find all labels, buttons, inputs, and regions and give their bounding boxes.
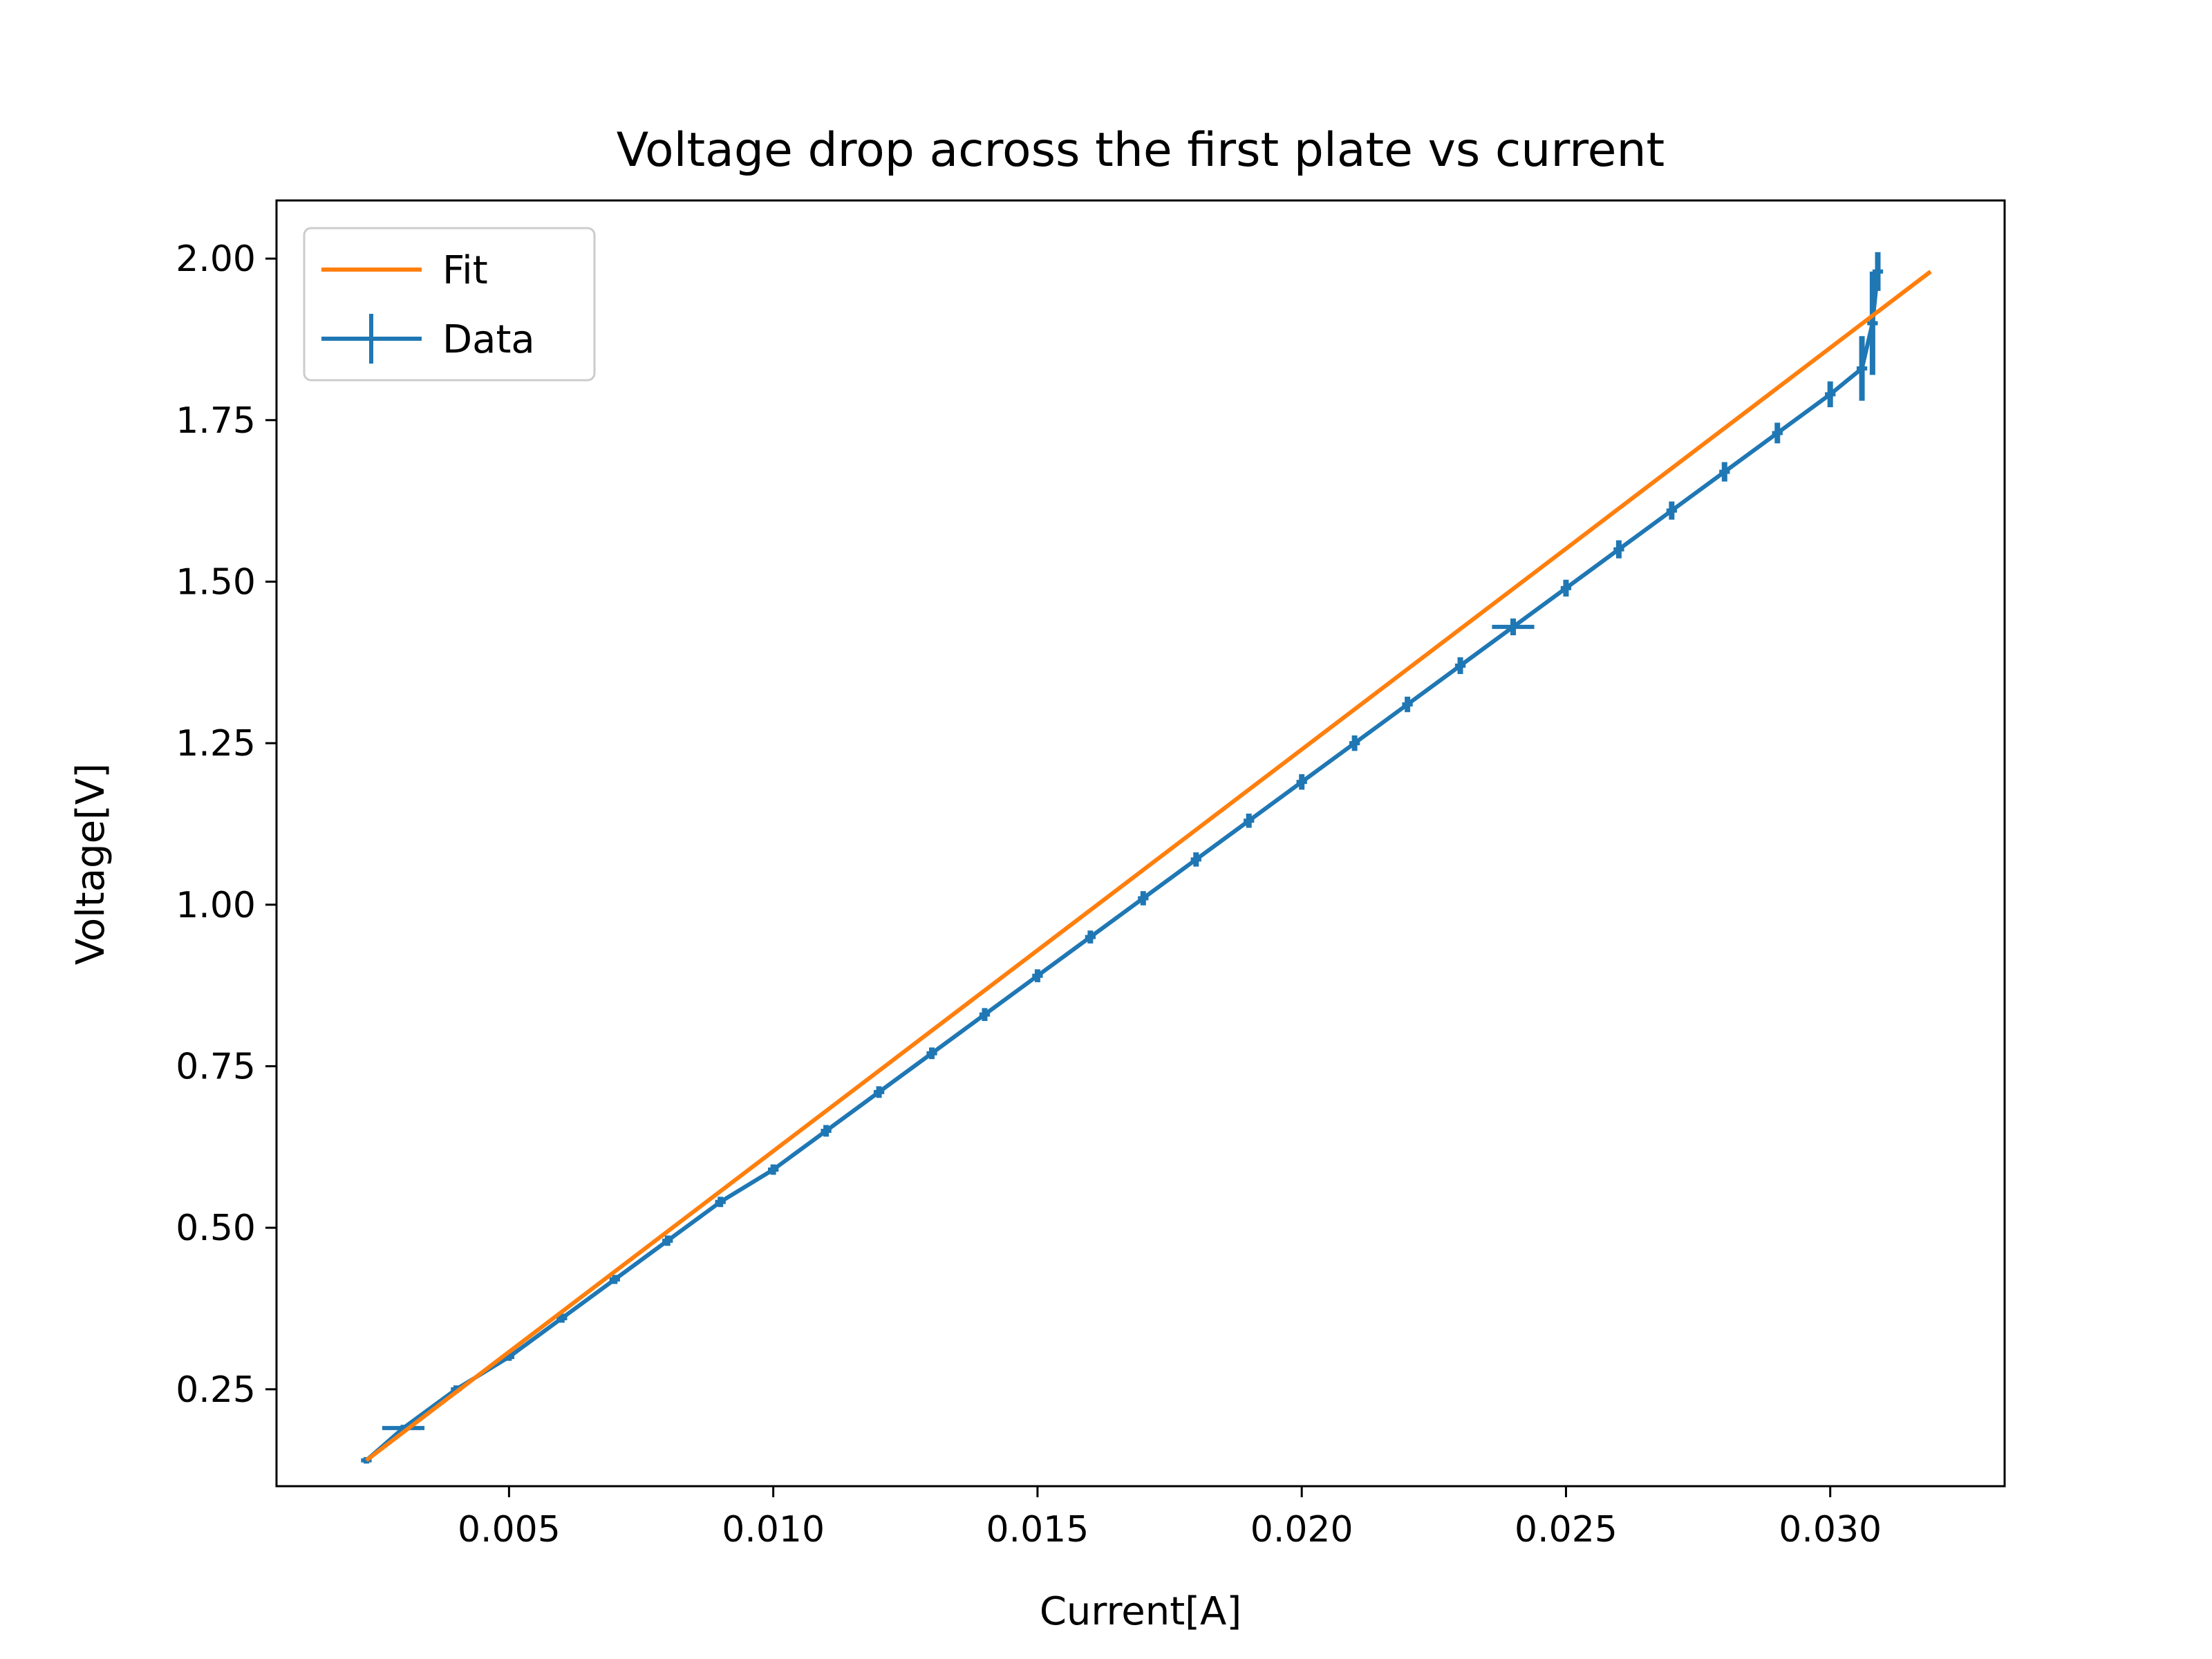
legend-box: [303, 227, 596, 382]
legend-entry: Data: [321, 314, 535, 364]
x-tick-label: 0.020: [1250, 1509, 1353, 1550]
x-tick-label: 0.025: [1515, 1509, 1618, 1550]
legend-label: Fit: [442, 248, 488, 293]
y-tick-label: 0.25: [176, 1369, 256, 1411]
y-tick-label: 0.50: [176, 1208, 256, 1249]
y-tick-label: 0.75: [176, 1046, 256, 1087]
y-tick-label: 1.50: [176, 561, 256, 603]
x-tick-label: 0.005: [458, 1509, 561, 1550]
y-tick-label: 2.00: [176, 238, 256, 280]
legend-label: Data: [442, 317, 535, 362]
y-tick-label: 1.25: [176, 723, 256, 765]
legend-entry: Fit: [321, 248, 488, 293]
y-axis-label: Voltage[V]: [68, 763, 113, 965]
y-tick-label: 1.75: [176, 400, 256, 442]
y-tick-label: 1.00: [176, 885, 256, 926]
legend: Fit Data: [303, 227, 596, 382]
series-data: [361, 252, 1884, 1464]
data-line: [364, 271, 1880, 1462]
x-tick-label: 0.030: [1779, 1509, 1882, 1550]
x-tick-label: 0.015: [986, 1509, 1089, 1550]
axes-frame: [275, 199, 2006, 1488]
chart-title: Voltage drop across the first plate vs c…: [617, 123, 1665, 178]
x-tick-label: 0.010: [722, 1509, 825, 1550]
data-layer: [361, 252, 1932, 1464]
fit-line: [365, 270, 1932, 1463]
plot-area: 0.005 0.010 0.015 0.020 0.025 0.030 0.25 0.50 0.…: [176, 199, 2006, 1550]
x-axis-label: Current[A]: [1040, 1589, 1241, 1634]
